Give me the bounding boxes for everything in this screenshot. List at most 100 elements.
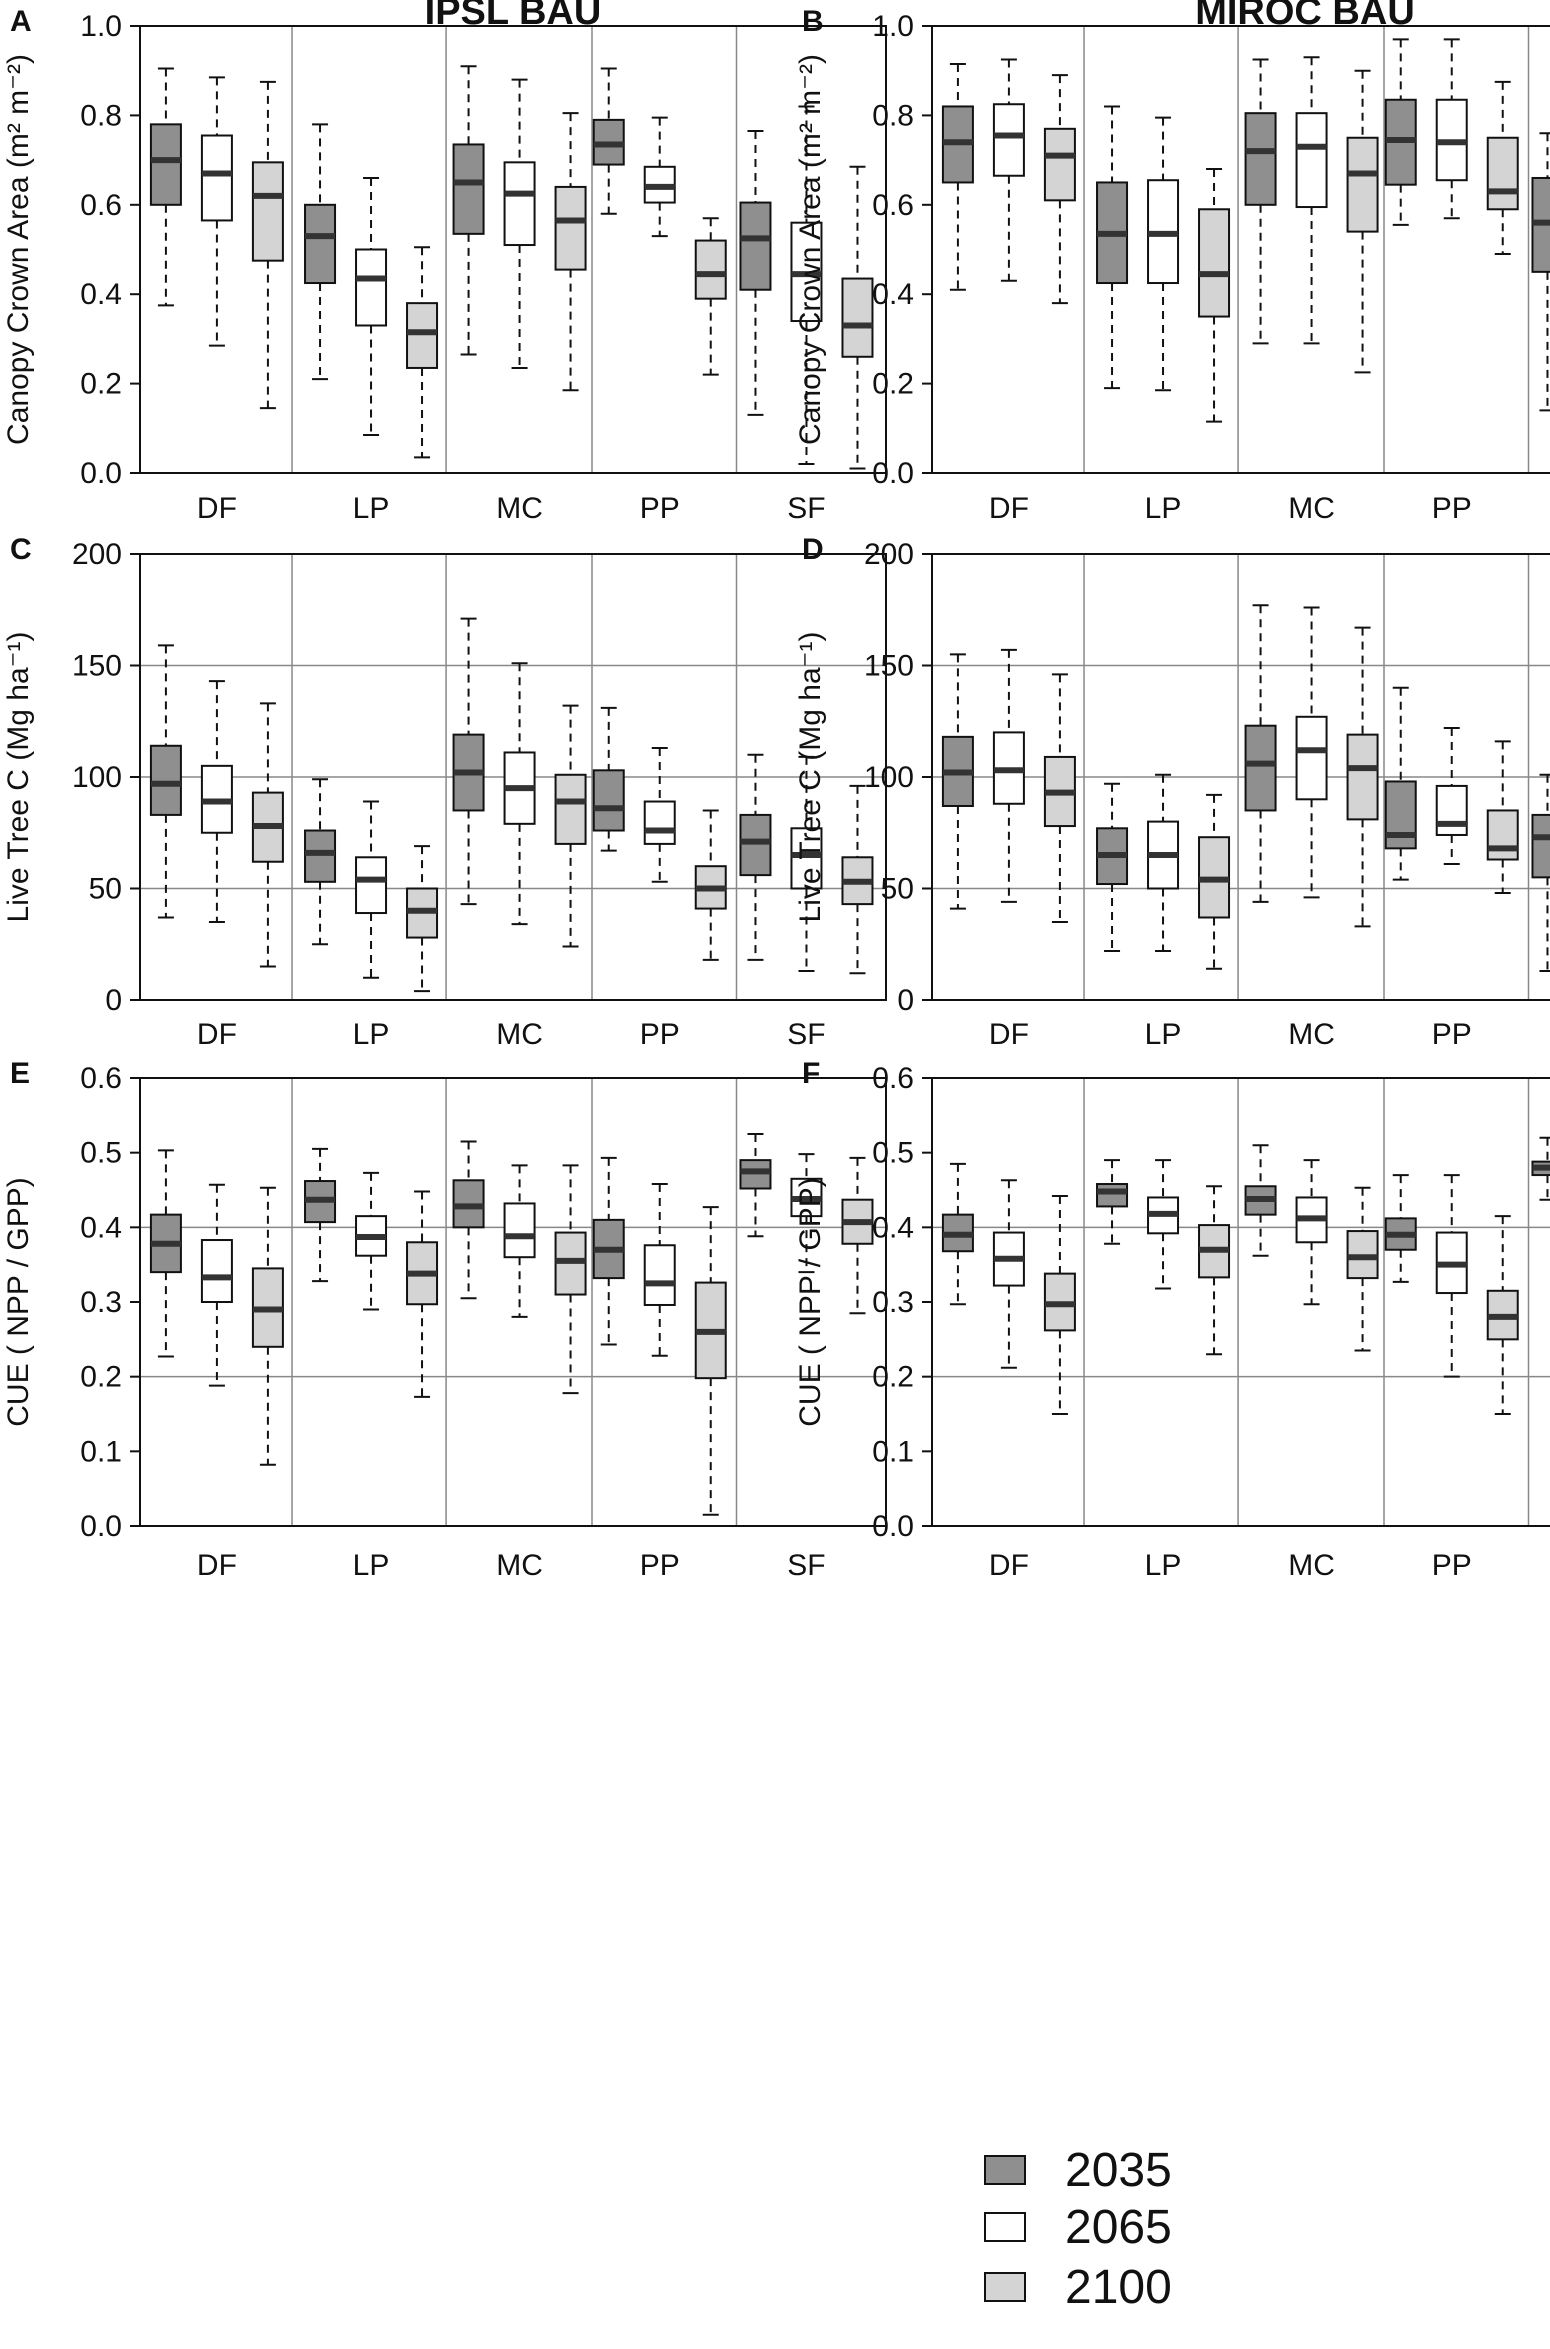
box-df-2035 [149,1149,182,1358]
y-tick-label: 200 [72,538,122,571]
box-pp-2065 [1435,38,1468,220]
y-tick-label: 100 [864,761,914,794]
y-tick-label: 1.0 [80,10,122,43]
box-df-2065 [200,1183,233,1387]
box-iqr [1096,1183,1129,1208]
box-iqr [503,1202,536,1259]
panel-c: 0 50 100 150 200 DF LP MC PP SF Live Tree C (Mg ha… [2,533,887,1051]
category-label: LP [1145,492,1182,525]
category-label: DF [989,492,1029,525]
legend-swatch-2100 [984,2272,1026,2302]
category-label: MC [496,492,543,525]
category-label: DF [197,1018,237,1051]
panel-letter: F [802,1057,820,1090]
plot-frame [931,1077,1550,1527]
y-tick-label: 0.0 [80,457,122,490]
plot-frame [931,25,1550,474]
y-tick-label: 100 [72,761,122,794]
box-iqr [1346,733,1379,821]
panel-letter: B [802,5,824,38]
box-iqr [554,185,587,271]
category-label: PP [640,492,680,525]
category-label: MC [1288,1549,1335,1582]
box-mc-2035 [1244,1144,1277,1257]
y-tick-label: 0.2 [80,1361,122,1394]
box-pp-2100 [1486,740,1519,894]
box-lp-2100 [1198,793,1231,970]
box-iqr [1346,136,1379,233]
y-tick-label: 0.2 [872,368,914,401]
category-label: DF [989,1018,1029,1051]
box-iqr [592,769,625,832]
panel-a: 0.0 0.2 0.4 0.6 0.8 1.0 DF LP MC PP SF Canopy Crown… [2,0,887,525]
box-mc-2100 [1346,69,1379,374]
y-tick-label: 0.4 [80,1211,122,1244]
y-tick-label: 150 [864,650,914,683]
legend-label-2065: 2065 [1065,2201,1172,2254]
box-sf-2100 [841,1156,874,1315]
box-df-2035 [149,67,182,307]
y-axis-label: CUE ( NPP / GPP) [794,1177,827,1427]
box-mc-2065 [503,78,536,369]
box-sf-2035 [1531,1136,1550,1201]
box-sf-2035 [1531,773,1550,973]
panel-letter: D [802,533,824,566]
y-tick-label: 0.2 [872,1361,914,1394]
box-df-2035 [941,62,974,291]
box-df-2035 [149,644,182,919]
box-mc-2065 [503,1164,536,1318]
box-iqr [149,123,182,206]
box-pp-2035 [592,67,625,215]
box-sf-2065 [790,1153,823,1274]
box-df-2065 [992,58,1025,282]
y-tick-label: 0.3 [872,1286,914,1319]
box-iqr [1531,813,1550,879]
y-tick-label: 50 [881,873,914,906]
box-lp-2100 [406,845,439,993]
y-tick-label: 0.8 [872,99,914,132]
box-pp-2035 [592,706,625,852]
box-iqr [694,239,727,300]
box-pp-2035 [1384,1174,1417,1283]
box-df-2065 [992,1179,1025,1369]
box-iqr [1043,127,1076,202]
plot-frame [139,1077,887,1527]
box-mc-2035 [452,617,485,906]
panel-letter: C [10,533,32,566]
box-lp-2035 [304,1147,337,1283]
box-iqr [200,134,233,222]
box-mc-2065 [1295,606,1328,899]
box-iqr [1244,112,1277,206]
box-df-2100 [1043,1194,1076,1415]
y-tick-label: 0.3 [80,1286,122,1319]
category-label: DF [197,492,237,525]
box-iqr [841,277,874,358]
box-lp-2035 [1096,105,1129,390]
category-label: SF [787,492,825,525]
box-iqr [251,161,284,262]
y-tick-label: 0.0 [80,1510,122,1543]
box-iqr [1244,724,1277,812]
category-label: LP [353,1549,390,1582]
box-lp-2035 [304,123,337,381]
box-iqr [992,103,1025,177]
box-sf-2100 [841,165,874,470]
box-pp-2100 [1486,80,1519,255]
box-df-2065 [200,76,233,347]
box-pp-2100 [694,217,727,376]
box-lp-2065 [1147,116,1180,392]
y-tick-label: 0.1 [80,1435,122,1468]
category-label: DF [989,1549,1029,1582]
box-lp-2100 [406,1190,439,1398]
box-df-2100 [1043,673,1076,923]
box-iqr [739,813,772,877]
category-label: LP [1145,1549,1182,1582]
category-label: SF [787,1549,825,1582]
box-iqr [1384,780,1417,850]
box-df-2065 [992,648,1025,903]
box-iqr [643,800,676,845]
box-mc-2065 [503,662,536,926]
